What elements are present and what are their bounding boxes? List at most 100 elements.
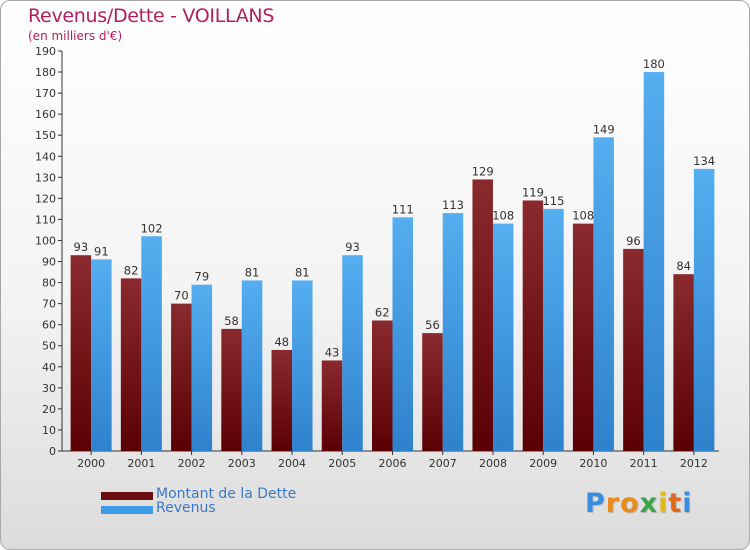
bar-dette: [472, 179, 493, 451]
data-label: 93: [74, 240, 89, 254]
bar-revenus: [191, 284, 213, 451]
bar-revenus: [392, 217, 413, 451]
data-label: 48: [274, 335, 289, 349]
x-tick-label: 2000: [77, 457, 105, 470]
y-tick-label: 130: [35, 171, 56, 184]
legend-swatch-revenus: [101, 506, 153, 514]
x-tick-label: 2001: [127, 457, 155, 470]
data-label: 180: [643, 57, 665, 71]
x-tick-label: 2009: [529, 457, 557, 470]
legend-label-revenus: Revenus: [156, 500, 216, 516]
data-label: 119: [522, 185, 544, 199]
bar-revenus: [643, 72, 665, 451]
logo-letter: i: [658, 488, 669, 519]
data-label: 113: [442, 198, 464, 212]
bar-revenus: [91, 259, 112, 451]
data-label: 62: [375, 305, 390, 319]
data-label: 82: [124, 263, 139, 277]
y-tick-label: 40: [42, 361, 56, 374]
y-tick-label: 80: [42, 277, 56, 290]
y-tick-label: 160: [35, 108, 56, 121]
chart-title: Revenus/Dette - VOILLANS: [28, 5, 275, 27]
data-label: 70: [174, 289, 189, 303]
data-label: 93: [345, 240, 360, 254]
bar-dette: [171, 303, 192, 451]
y-tick-label: 100: [35, 234, 56, 247]
x-tick-label: 2007: [429, 457, 457, 470]
legend-label-debt: Montant de la Dette: [156, 486, 297, 502]
bar-dette: [422, 333, 443, 451]
logo-letter: P: [585, 488, 606, 519]
y-tick-label: 30: [42, 382, 56, 395]
y-tick-label: 180: [35, 66, 56, 79]
data-label: 102: [141, 221, 163, 235]
data-label: 58: [224, 314, 239, 328]
bar-revenus: [292, 280, 313, 451]
y-tick-label: 60: [42, 319, 56, 332]
data-label: 96: [626, 234, 641, 248]
data-label: 115: [542, 194, 564, 208]
data-label: 91: [94, 244, 109, 258]
logo-letter: x: [639, 488, 659, 519]
logo-letter: o: [620, 488, 640, 519]
x-tick-label: 2005: [328, 457, 356, 470]
y-tick-label: 70: [42, 298, 56, 311]
x-tick-label: 2006: [379, 457, 407, 470]
x-tick-label: 2004: [278, 457, 306, 470]
x-tick-label: 2003: [228, 457, 256, 470]
bar-dette: [623, 248, 644, 451]
bar-revenus: [442, 213, 464, 451]
logo-letter: i: [682, 488, 693, 519]
data-label: 43: [325, 345, 340, 359]
y-tick-label: 90: [42, 256, 56, 269]
x-tick-label: 2011: [630, 457, 658, 470]
bar-dette: [271, 349, 293, 451]
data-label: 81: [245, 265, 260, 279]
y-tick-label: 140: [35, 150, 56, 163]
bar-revenus: [543, 208, 564, 451]
proxiti-logo: Proxiti: [585, 488, 693, 519]
legend-swatch-debt: [101, 492, 153, 500]
y-tick-label: 110: [35, 213, 56, 226]
bar-dette: [70, 255, 92, 451]
bar-revenus: [141, 236, 162, 451]
chart-subtitle: (en milliers d'€): [28, 29, 123, 43]
y-tick-label: 170: [35, 87, 56, 100]
logo-letter: r: [605, 488, 621, 519]
y-tick-label: 20: [42, 403, 56, 416]
bar-dette: [673, 274, 694, 451]
data-label: 108: [492, 209, 514, 223]
bar-dette: [522, 200, 544, 451]
data-label: 149: [593, 122, 615, 136]
data-label: 111: [392, 202, 414, 216]
y-tick-label: 50: [42, 340, 56, 353]
data-label: 81: [295, 265, 310, 279]
bar-dette: [221, 328, 242, 451]
bar-revenus: [492, 223, 514, 451]
bar-revenus: [342, 255, 363, 451]
x-tick-label: 2008: [479, 457, 507, 470]
bar-dette: [572, 223, 594, 451]
y-tick-label: 120: [35, 192, 56, 205]
data-label: 108: [572, 209, 594, 223]
bar-dette: [120, 278, 142, 451]
x-tick-label: 2010: [579, 457, 607, 470]
bar-revenus: [693, 168, 715, 452]
y-tick-label: 0: [49, 445, 56, 458]
y-tick-label: 190: [35, 45, 56, 58]
bar-dette: [372, 320, 393, 451]
x-tick-label: 2002: [178, 457, 206, 470]
y-tick-label: 10: [42, 424, 56, 437]
data-label: 79: [195, 270, 210, 284]
logo-letter: t: [668, 488, 683, 519]
data-label: 84: [676, 259, 691, 273]
bar-dette: [321, 360, 343, 451]
data-label: 134: [693, 154, 715, 168]
bar-revenus: [593, 137, 614, 451]
x-tick-label: 2012: [680, 457, 708, 470]
data-label: 56: [425, 318, 440, 332]
y-tick-label: 150: [35, 129, 56, 142]
bar-revenus: [241, 280, 263, 451]
